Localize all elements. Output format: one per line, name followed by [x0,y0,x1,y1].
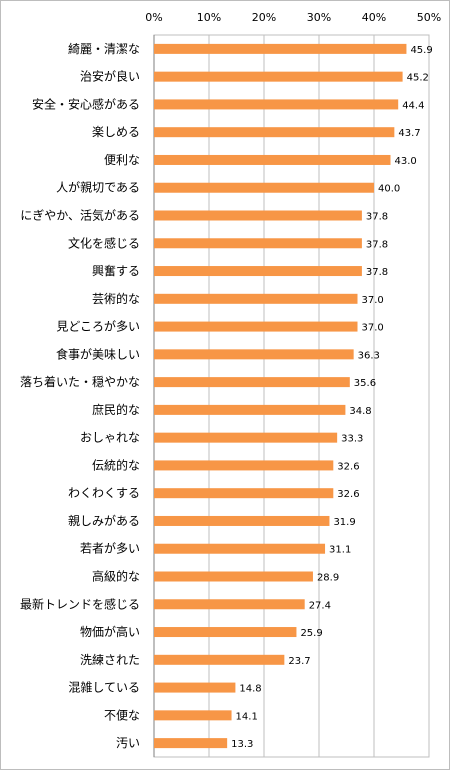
category-label: 文化を感じる [68,235,140,250]
category-label: 安全・安心感がある [32,96,140,111]
bar [154,710,232,721]
x-tick-label: 50% [417,11,441,24]
bar [154,460,334,471]
x-tick-label: 0% [145,11,162,24]
bar [154,515,330,526]
category-label: 食事が美味しい [56,346,140,361]
category-label: 興奮する [92,263,140,278]
value-label: 23.7 [288,656,310,667]
category-label: 人が親切である [56,180,140,195]
value-label: 27.4 [309,600,331,611]
value-label: 37.8 [366,267,388,278]
bar [154,404,346,415]
category-label: 物価が高い [80,624,140,639]
category-label: 治安が良い [80,69,140,84]
x-tick-label: 10% [197,11,221,24]
bar [154,266,362,277]
category-label: 落ち着いた・穏やかな [20,374,140,389]
value-label: 14.8 [239,684,261,695]
value-label: 37.0 [362,295,384,306]
value-label: 45.9 [410,45,432,56]
bar [154,321,358,332]
value-label: 36.3 [358,350,380,361]
category-label: 高級的な [92,569,140,584]
x-tick-label: 30% [307,11,331,24]
plot-area [153,34,430,758]
value-label: 40.0 [378,184,400,195]
category-label: おしゃれな [80,431,140,445]
bar [154,488,334,499]
value-label: 32.6 [337,461,359,472]
category-label: 便利な [104,153,140,167]
category-label: 楽しめる [92,125,140,139]
category-label: 混雑している [68,680,140,695]
value-label: 45.2 [407,73,429,84]
category-label: 伝統的な [92,457,140,472]
bar [154,682,236,693]
value-label: 44.4 [402,100,424,111]
bar [154,154,391,165]
value-label: 25.9 [300,628,322,639]
value-label: 33.3 [341,434,363,445]
category-label: 洗練された [80,653,140,667]
bar [154,293,358,304]
value-label: 28.9 [317,573,339,584]
value-label: 43.7 [398,128,420,139]
bar [154,571,313,582]
bar [154,238,362,249]
category-label: 最新トレンドを感じる [20,596,140,611]
category-label: 不便な [104,708,140,722]
bar [154,99,399,110]
value-label: 14.1 [236,711,258,722]
value-label: 31.9 [333,517,355,528]
value-label: 13.3 [231,739,253,750]
bar [154,627,297,638]
category-label: 見どころが多い [56,319,140,334]
bar [154,210,362,221]
category-label: 汚い [116,736,140,750]
value-label: 34.8 [349,406,371,417]
value-label: 43.0 [395,156,417,167]
bar [154,127,395,138]
value-label: 37.0 [362,323,384,334]
category-label: 若者が多い [80,541,140,556]
bar [154,599,305,610]
category-label: 芸術的な [92,291,140,306]
bar [154,71,403,82]
category-label: 親しみがある [68,513,140,528]
category-label: 庶民的な [92,402,140,417]
bar [154,654,285,665]
category-label: わくわくする [68,486,140,500]
value-label: 37.8 [366,212,388,223]
value-label: 35.6 [354,378,376,389]
category-label: にぎやか、活気がある [20,208,140,223]
value-label: 32.6 [337,489,359,500]
bar [154,543,326,554]
value-label: 31.1 [329,545,351,556]
bar [154,432,338,443]
value-label: 37.8 [366,239,388,250]
bar [154,738,228,749]
x-tick-label: 40% [362,11,386,24]
bar [154,377,350,388]
category-label: 綺麗・清潔な [68,41,140,56]
x-tick-label: 20% [252,11,276,24]
bar [154,182,374,193]
bar [154,349,354,360]
bar [154,43,407,54]
